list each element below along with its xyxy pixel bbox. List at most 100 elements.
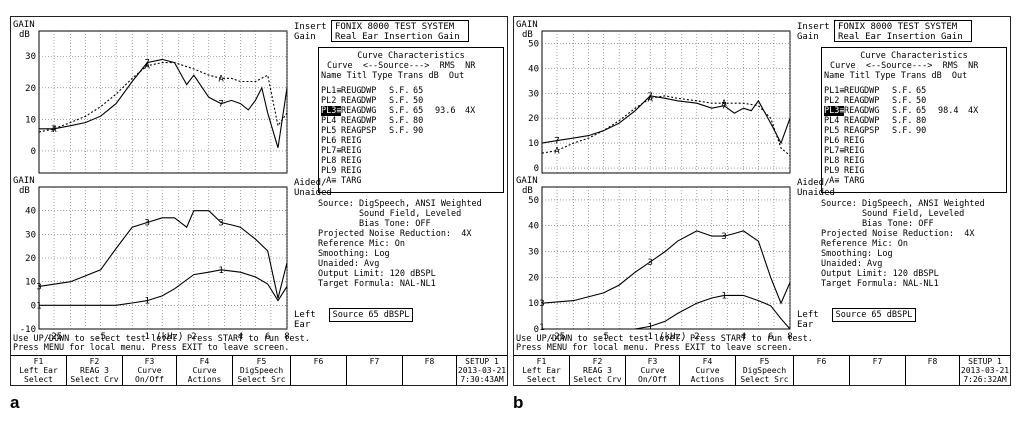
- curve-row[interactable]: PL9 REIG: [824, 166, 968, 176]
- function-key-1[interactable]: F1 Left Ear Select: [11, 356, 67, 385]
- curve-cell-ti: REAG: [844, 106, 865, 116]
- curve-cell-ty: PSP: [864, 126, 880, 136]
- y-tick-label: 50: [528, 39, 539, 49]
- curve-row[interactable]: A≡ TARG: [824, 176, 968, 186]
- curve-row[interactable]: PL8 REIG: [321, 156, 465, 166]
- curve-row[interactable]: PL2 REAGDWP S.F. 50: [824, 96, 968, 106]
- test-info: Source: DigSpeech, ANSI Weighted Sound F…: [821, 199, 1010, 289]
- curve-cell-ti: REAG: [844, 126, 865, 136]
- x-tick-label: 2: [191, 332, 196, 342]
- curve-marker: A: [554, 147, 560, 157]
- instruction-line-2: Press MENU for local menu. Press EXIT to…: [516, 343, 793, 353]
- function-key-id: F7: [369, 357, 380, 366]
- instruction-line-1: Use UP/DOWN to select test level. Press …: [13, 334, 310, 344]
- curve-row[interactable]: PL9 REIG: [321, 166, 465, 176]
- curve-cell-ti: REAG: [341, 106, 362, 116]
- system-title: FONIX 8000 TEST SYSTEM: [335, 22, 455, 32]
- curve-cell-nm: A≡: [824, 176, 840, 186]
- function-key-5[interactable]: F5 DigSpeech Select Src: [736, 356, 794, 385]
- curve-row[interactable]: PL3≡REAGDWG S.F. 65 98.4 4X: [824, 106, 978, 116]
- function-key-3[interactable]: F3 Curve On/Off: [123, 356, 177, 385]
- function-key-4[interactable]: F4 Curve Actions: [177, 356, 233, 385]
- function-key-8[interactable]: F8: [403, 356, 457, 385]
- y-tick-label: 0: [534, 164, 539, 174]
- function-key-9[interactable]: SETUP 1 2013-03-21 7:26:32AM: [960, 356, 1010, 385]
- function-key-1[interactable]: F1 Left Ear Select: [514, 356, 570, 385]
- curve-row[interactable]: PL4 REAGDWP S.F. 80: [321, 116, 465, 126]
- curve-row[interactable]: PL1≡REUGDWP S.F. 65: [824, 86, 968, 96]
- info-line: Reference Mic: On: [318, 239, 405, 249]
- curve-marker: 1: [36, 301, 41, 311]
- x-tick-label: 8: [787, 332, 792, 342]
- function-key-label: 7:30:43AM: [460, 375, 504, 384]
- curve-row[interactable]: PL5 REAGPSP S.F. 90: [321, 126, 465, 136]
- function-key-label: Actions: [690, 375, 725, 384]
- function-key-9[interactable]: SETUP 1 2013-03-21 7:30:43AM: [457, 356, 507, 385]
- function-key-label: Select Src: [237, 375, 286, 384]
- function-key-2[interactable]: F2 REAG 3 Select Crv: [67, 356, 123, 385]
- function-key-id: F8: [927, 357, 938, 366]
- plot-frame: [541, 186, 791, 330]
- x-tick-label: 6: [265, 332, 270, 342]
- curve-marker: 3: [539, 299, 544, 309]
- function-key-label: Select: [24, 375, 53, 384]
- curve-cell-ti: REIG: [341, 156, 362, 166]
- function-key-id: F7: [872, 357, 883, 366]
- function-key-2[interactable]: F2 REAG 3 Select Crv: [570, 356, 626, 385]
- function-key-7[interactable]: F7: [850, 356, 906, 385]
- curve-marker: 7: [721, 102, 726, 112]
- instruction-line-1: Use UP/DOWN to select test level. Press …: [516, 334, 813, 344]
- curve-table-header: Name Titl Type Trans dB Out: [321, 71, 465, 81]
- y-tick-label: 10: [528, 299, 539, 309]
- curve-cell-ti: REIG: [341, 166, 362, 176]
- function-key-3[interactable]: F3 Curve On/Off: [626, 356, 680, 385]
- curve-marker: 3: [36, 282, 41, 292]
- function-key-label: On/Off: [638, 375, 667, 384]
- info-line: Smoothing: Log: [318, 249, 390, 259]
- curve-row[interactable]: PL1≡REUGDWP S.F. 65: [321, 86, 465, 96]
- curve-row[interactable]: PL6 REIG: [824, 136, 968, 146]
- graphs-a: 3020100GAINdBInsertGain777AAA403020100-1…: [13, 20, 332, 342]
- y-tick-label: 30: [25, 52, 36, 62]
- curve-row[interactable]: PL2 REAGDWP S.F. 50: [321, 96, 465, 106]
- curve-cell-ti: REAG: [341, 96, 362, 106]
- function-key-5[interactable]: F5 DigSpeech Select Src: [233, 356, 291, 385]
- curve-cell-nr: 4X: [465, 106, 476, 116]
- curve-row[interactable]: PL5 REAGPSP S.F. 90: [824, 126, 968, 136]
- curve-aided: [541, 230, 791, 305]
- curve-cell-ti: REIG: [844, 156, 865, 166]
- curve-target: [541, 95, 791, 157]
- info-line: Target Formula: NAL-NL1: [318, 279, 436, 289]
- function-key-6[interactable]: F6: [794, 356, 850, 385]
- curve-cell-tr: S.F.: [892, 86, 913, 96]
- analyzer-screen-b: 50 40 30 20 10 0 GAIN dB Insert Gain 7 7 7 A A A 50 40 30 2…: [513, 16, 1011, 386]
- curve-cell-ti: REIG: [844, 166, 865, 176]
- y-tick-label: 40: [528, 222, 539, 232]
- curve-row[interactable]: A≡ TARG: [321, 176, 465, 186]
- curve-row[interactable]: PL3≡REAGDWG S.F. 65 93.6 4X: [321, 106, 475, 116]
- curve-cell-nm: PL2: [321, 96, 337, 106]
- x-tick-label: (kHz): [659, 332, 686, 342]
- ear-label: Left: [294, 310, 316, 320]
- curve-cell-tr: S.F.: [389, 116, 410, 126]
- function-key-4[interactable]: F4 Curve Actions: [680, 356, 736, 385]
- curve-row[interactable]: PL7≡REIG: [824, 146, 968, 156]
- curve-row[interactable]: PL6 REIG: [321, 136, 465, 146]
- source-level-box[interactable]: Source 65 dBSPL: [832, 308, 916, 322]
- function-key-label: 2013-03-21: [960, 366, 1010, 375]
- x-tick-label: (kHz): [156, 332, 183, 342]
- x-tick-label: 2: [694, 332, 699, 342]
- curve-row[interactable]: PL4 REAGDWP S.F. 80: [824, 116, 968, 126]
- source-level-box[interactable]: Source 65 dBSPL: [329, 308, 413, 322]
- curve-row[interactable]: PL8 REIG: [824, 156, 968, 166]
- y-axis-label: GAIN: [516, 176, 538, 186]
- function-key-bar: F1 Left Ear Select F2 REAG 3 Select Crv F3 Curv…: [11, 355, 507, 385]
- function-key-id: F6: [313, 357, 324, 366]
- function-key-7[interactable]: F7: [347, 356, 403, 385]
- function-key-8[interactable]: F8: [906, 356, 960, 385]
- curve-cell-db: 65: [916, 106, 927, 116]
- curve-marker: 3: [721, 232, 726, 242]
- function-key-6[interactable]: F6: [291, 356, 347, 385]
- curve-row[interactable]: PL7≡REIG: [321, 146, 465, 156]
